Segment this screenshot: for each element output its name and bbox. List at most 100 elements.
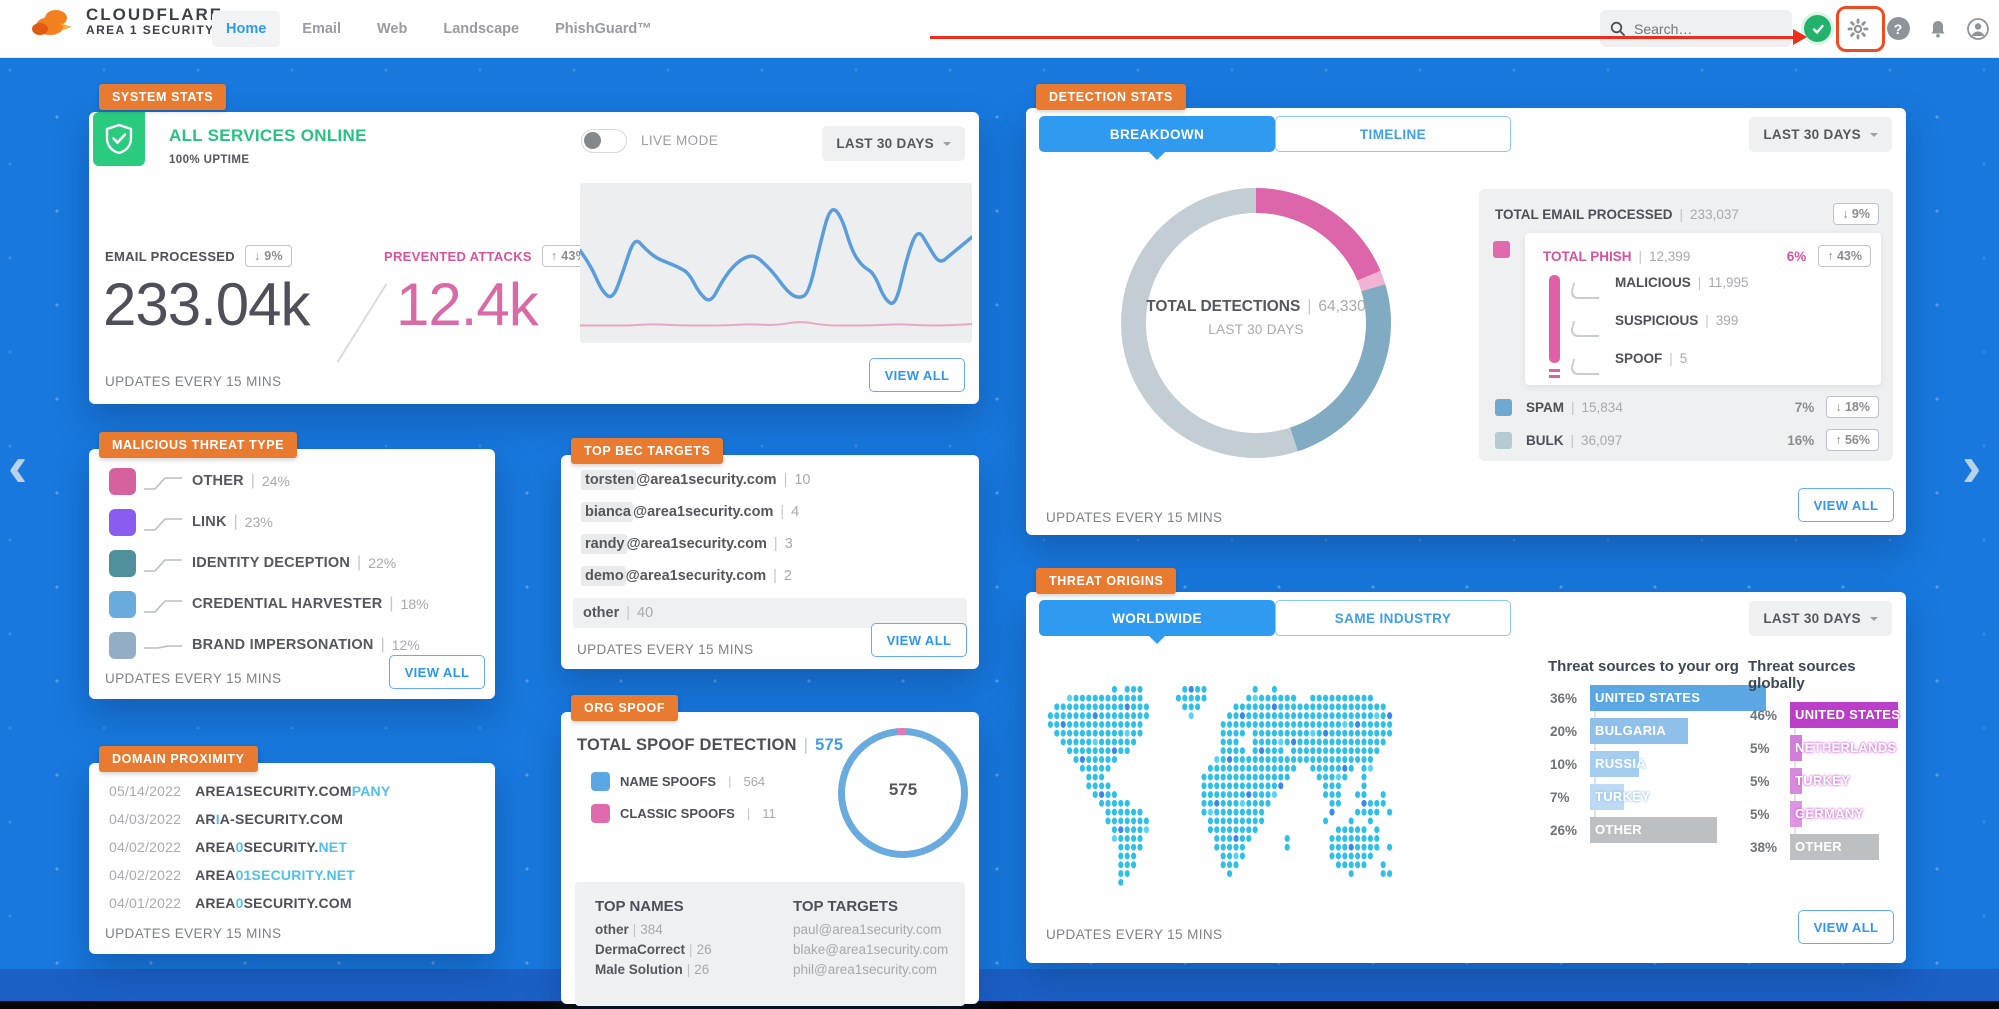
nav-item-web[interactable]: Web: [376, 20, 408, 37]
search-input[interactable]: [1634, 20, 1774, 37]
updates-text: UPDATES EVERY 15 MINS: [105, 926, 282, 941]
tab-timeline[interactable]: TIMELINE: [1275, 116, 1511, 152]
swatch-total-phish: [1493, 241, 1510, 258]
malicious-threat-type-badge: MALICIOUS THREAT TYPE: [99, 432, 298, 458]
services-status-text: ALL SERVICES ONLINE: [169, 126, 367, 145]
bulk-row: BULK36,097 16% ↑ 56%: [1495, 429, 1879, 451]
nav-item-email[interactable]: Email: [302, 20, 341, 37]
updates-text: UPDATES EVERY 15 MINS: [105, 671, 282, 686]
spoof-total-value: 575: [815, 736, 844, 754]
threat-sources-org-column: Threat sources to your org 36% UNITED STA…: [1548, 658, 1766, 850]
domain-proximity-badge: DOMAIN PROXIMITY: [99, 746, 258, 772]
brand-name: CLOUDFLARE: [86, 4, 224, 24]
prevented-attacks-label: PREVENTED ATTACKS: [384, 248, 532, 264]
email-processed-value: 233.04k: [103, 271, 311, 338]
spoof-row: SPOOF5: [1569, 351, 1687, 375]
top-targets-title: TOP TARGETS: [793, 898, 899, 915]
global-column-title: Threat sources globally: [1748, 658, 1856, 692]
carousel-next-chevron[interactable]: ›: [1962, 434, 1982, 499]
top-names-title: TOP NAMES: [595, 898, 684, 915]
total-email-row: TOTAL EMAIL PROCESSED233,037 ↓ 9%: [1495, 203, 1879, 225]
threat-type-label: CREDENTIAL HARVESTER: [192, 596, 383, 612]
origin-row: 5% TURKEY: [1750, 768, 1898, 794]
top-bar: CLOUDFLARE AREA 1 SECURITY Home Email We…: [0, 0, 1999, 57]
legend-name-spoofs: NAME SPOOFS564: [591, 772, 765, 791]
threat-origins-range-dropdown[interactable]: LAST 30 DAYS: [1749, 601, 1892, 636]
system-stats-badge: SYSTEM STATS: [99, 84, 227, 110]
malicious-threat-view-all-button[interactable]: VIEW ALL: [389, 655, 485, 689]
threat-origins-view-all-button[interactable]: VIEW ALL: [1798, 910, 1894, 944]
notifications-bell-icon[interactable]: [1925, 16, 1951, 42]
threat-type-pct: 22%: [368, 555, 397, 571]
swatch-bulk: [1495, 431, 1512, 449]
search-box[interactable]: [1600, 10, 1792, 47]
swatch-link: [109, 508, 136, 536]
spoof-donut-chart: [838, 728, 968, 858]
metric-divider: [336, 283, 388, 363]
swatch-name-spoofs: [591, 772, 610, 791]
swatch-classic-spoofs: [591, 804, 610, 823]
domain-date: 04/01/2022: [109, 895, 182, 911]
search-icon: [1610, 21, 1626, 36]
tab-breakdown[interactable]: BREAKDOWN: [1039, 116, 1275, 160]
shield-check-icon: [93, 112, 145, 166]
threat-origins-badge: THREAT ORIGINS: [1036, 568, 1177, 594]
nav-item-landscape[interactable]: Landscape: [443, 20, 520, 37]
detection-range-dropdown[interactable]: LAST 30 DAYS: [1749, 117, 1892, 152]
system-stats-view-all-button[interactable]: VIEW ALL: [869, 358, 965, 392]
nav-item-phishguard[interactable]: PhishGuard™: [555, 20, 652, 37]
origin-row: 5% GERMANY: [1750, 801, 1898, 827]
system-stats-range-dropdown[interactable]: LAST 30 DAYS: [822, 126, 965, 161]
top-bec-targets-card: torsten@area1security.com10 bianca@area1…: [561, 455, 979, 669]
threat-origins-card: WORLDWIDE SAME INDUSTRY LAST 30 DAYS Thr…: [1026, 592, 1906, 963]
detection-breakdown-panel: TOTAL EMAIL PROCESSED233,037 ↓ 9% TOTAL …: [1479, 189, 1893, 461]
live-mode-toggle[interactable]: [581, 129, 627, 153]
connector-line: [144, 600, 182, 613]
threat-type-label: OTHER: [192, 473, 244, 489]
connector-line: [144, 559, 182, 572]
prevented-attacks-value: 12.4k: [396, 271, 539, 338]
updates-text: UPDATES EVERY 15 MINS: [577, 642, 754, 657]
threat-type-pct: 18%: [400, 596, 429, 612]
nav-item-home[interactable]: Home: [212, 10, 281, 47]
org-spoof-card: TOTAL SPOOF DETECTION575 NAME SPOOFS564 …: [561, 712, 979, 1006]
email-processed-label: EMAIL PROCESSED: [105, 248, 235, 264]
system-stats-card: ALL SERVICES ONLINE 100% UPTIME LIVE MOD…: [89, 112, 979, 404]
connector-line: [144, 477, 182, 490]
chevron-down-icon: [1870, 132, 1878, 141]
threat-type-row: LINK 23%: [109, 508, 273, 536]
domain-date: 05/14/2022: [109, 783, 182, 799]
legend-classic-spoofs: CLASSIC SPOOFS11: [591, 804, 776, 823]
spam-row: SPAM15,834 7% ↓ 18%: [1495, 396, 1879, 418]
chevron-down-icon: [943, 141, 951, 150]
threat-type-row: CREDENTIAL HARVESTER 18%: [109, 590, 429, 618]
brand-logo[interactable]: CLOUDFLARE AREA 1 SECURITY: [30, 4, 223, 38]
brand-subname: AREA 1 SECURITY: [86, 22, 215, 37]
tab-same-industry[interactable]: SAME INDUSTRY: [1275, 600, 1511, 636]
malicious-threat-type-card: OTHER 24% LINK 23% IDENTITY DECEPTION 22% C…: [89, 449, 495, 699]
domain-row: 04/03/2022 ARIA-SECURITY.COM: [109, 811, 344, 827]
tab-worldwide[interactable]: WORLDWIDE: [1039, 600, 1275, 644]
help-icon[interactable]: ?: [1885, 16, 1911, 42]
domain-row: 04/01/2022 AREA0SECURITY.COM: [109, 895, 352, 911]
topbar-icons: ?: [1804, 0, 1991, 57]
donut-center-text: TOTAL DETECTIONS64,330 LAST 30 DAYS: [1146, 298, 1366, 337]
annotation-highlight-box: [1836, 6, 1885, 52]
org-column-title: Threat sources to your org: [1548, 658, 1739, 675]
total-email-delta-badge: ↓ 9%: [1833, 203, 1879, 225]
user-avatar-icon[interactable]: [1965, 16, 1991, 42]
carousel-prev-chevron[interactable]: ‹: [8, 434, 28, 499]
bec-target-row: randy@area1security.com3: [581, 534, 793, 554]
bec-target-row: bianca@area1security.com4: [581, 502, 799, 522]
origin-row: 5% NETHERLANDS: [1750, 735, 1898, 761]
settings-gear-icon[interactable]: [1845, 16, 1871, 42]
org-spoof-title: TOTAL SPOOF DETECTION575: [577, 736, 843, 755]
extension-check-icon[interactable]: [1804, 15, 1831, 42]
bec-view-all-button[interactable]: VIEW ALL: [871, 623, 967, 657]
suspicious-row: SUSPICIOUS399: [1569, 313, 1738, 337]
uptime-text: 100% UPTIME: [169, 154, 250, 166]
top-bec-targets-badge: TOP BEC TARGETS: [571, 438, 724, 464]
swatch-other: [109, 467, 136, 495]
domain-proximity-card: 05/14/2022 AREA1SECURITY.COMPANY 04/03/20…: [89, 763, 495, 954]
detection-view-all-button[interactable]: VIEW ALL: [1798, 488, 1894, 522]
